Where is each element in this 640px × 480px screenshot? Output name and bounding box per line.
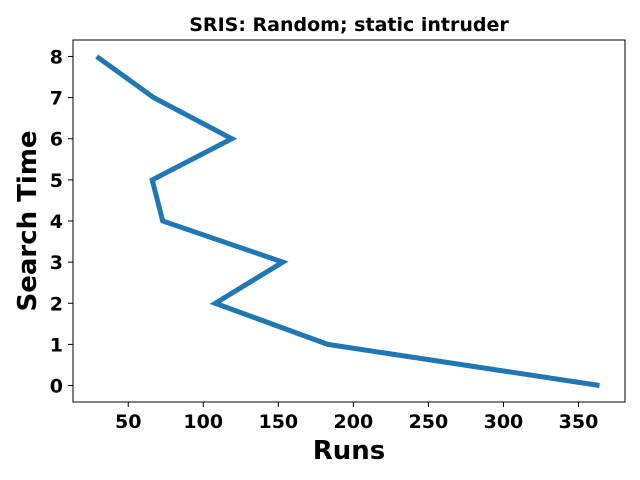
x-tick-label: 50 xyxy=(115,411,141,433)
y-tick-label: 8 xyxy=(50,46,63,68)
x-tick-label: 150 xyxy=(258,411,298,433)
x-axis-label: Runs xyxy=(313,436,386,466)
y-tick-label: 3 xyxy=(50,252,63,274)
x-tick-label: 100 xyxy=(183,411,223,433)
x-tick-label: 350 xyxy=(559,411,599,433)
chart-title: SRIS: Random; static intruder xyxy=(189,14,509,36)
y-tick-label: 0 xyxy=(50,376,63,398)
x-tick-label: 250 xyxy=(409,411,449,433)
series-line xyxy=(95,54,600,388)
x-tick-label: 200 xyxy=(334,411,374,433)
y-tick-label: 5 xyxy=(50,170,63,192)
plot-frame xyxy=(72,39,626,403)
y-axis-ticks: 0 1 2 3 4 5 6 7 8 xyxy=(50,46,73,398)
y-tick-label: 1 xyxy=(50,334,63,356)
y-tick-label: 6 xyxy=(50,129,63,151)
x-tick-label: 300 xyxy=(484,411,524,433)
plot-series xyxy=(95,54,600,388)
y-tick-label: 7 xyxy=(50,88,63,110)
y-tick-label: 2 xyxy=(50,293,63,315)
x-axis-ticks: 50 100 150 200 250 300 350 xyxy=(115,402,598,433)
y-tick-label: 4 xyxy=(50,211,63,233)
y-axis-label: Search Time xyxy=(13,130,43,311)
